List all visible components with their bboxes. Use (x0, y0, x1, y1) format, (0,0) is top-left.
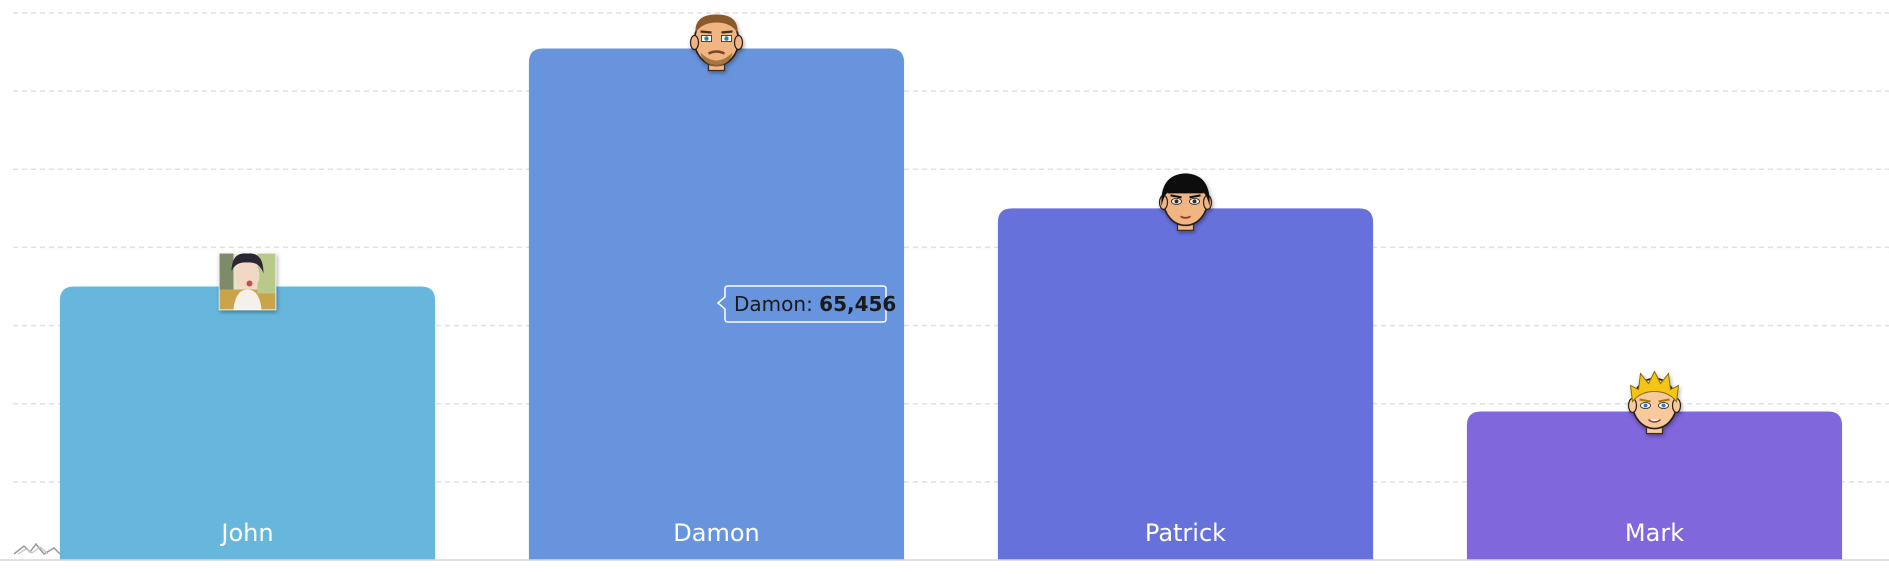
john-photo-icon (218, 252, 277, 311)
tooltip-separator: : (806, 292, 819, 316)
tooltip: Damon: 65,456 (716, 285, 896, 323)
bar-label-patrick: Patrick (1145, 519, 1226, 547)
bars-group (59, 48, 1843, 561)
mark-blond-face-icon (1627, 370, 1682, 435)
bar-john[interactable] (59, 286, 436, 561)
bar-label-damon: Damon (673, 519, 759, 547)
tooltip-category: Damon (734, 292, 806, 316)
tooltip-box (716, 285, 887, 323)
avatars-group (218, 14, 1682, 435)
tooltip-value: 65,456 (819, 292, 896, 316)
grid-lines (13, 12, 1889, 483)
bar-label-mark: Mark (1625, 519, 1684, 547)
category-labels: John Damon Patrick Mark (219, 519, 1684, 547)
patrick-black-hair-face-icon (1158, 173, 1213, 231)
chart-logo-icon (13, 542, 61, 555)
bar-mark[interactable] (1466, 411, 1843, 560)
bar-label-john: John (219, 519, 273, 547)
bar-damon[interactable] (528, 48, 905, 560)
tooltip-text: Damon: 65,456 (734, 292, 896, 316)
bar-patrick[interactable] (997, 208, 1374, 560)
damon-bearded-face-icon (689, 14, 744, 72)
